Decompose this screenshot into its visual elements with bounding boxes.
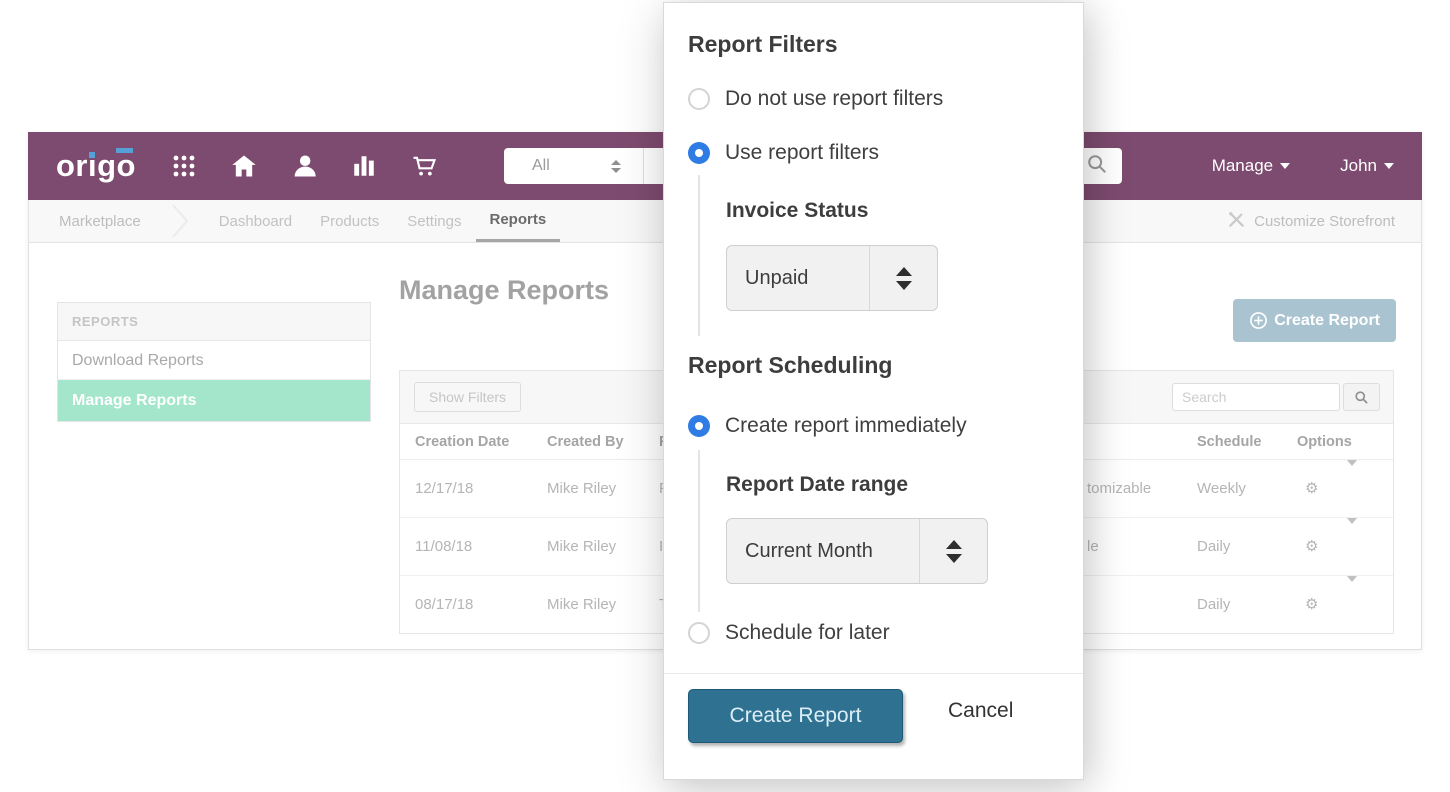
table-search-group [1172, 383, 1380, 411]
cell-created-by: Mike Riley [547, 538, 617, 555]
table-row[interactable]: 08/17/18 Mike Riley T Daily ⚙ [400, 576, 1393, 634]
chevron-down-icon[interactable] [1347, 576, 1357, 582]
tab-dashboard[interactable]: Dashboard [218, 212, 293, 230]
top-nav: Dashboard Products Settings Reports [205, 200, 561, 242]
search-icon[interactable] [1086, 153, 1108, 180]
tab-reports[interactable]: Reports [475, 200, 561, 242]
col-header-creation-date: Creation Date [415, 434, 510, 450]
table-row[interactable]: 12/17/18 Mike Riley F tomizable Weekly ⚙ [400, 460, 1393, 518]
chevron-down-icon [1280, 163, 1291, 169]
logo-blue-macron [116, 148, 133, 153]
cell-schedule: Daily [1197, 538, 1231, 555]
users-icon[interactable] [290, 152, 318, 180]
header-menus: Manage John [1212, 132, 1394, 200]
chevron-down-icon[interactable] [1347, 460, 1357, 466]
logo-blue-dot [89, 152, 95, 158]
manage-menu-label: Manage [1211, 156, 1274, 175]
breadcrumb-chevron-icon [169, 200, 191, 242]
search-scope-value: All [532, 157, 550, 174]
user-menu[interactable]: John [1340, 156, 1394, 176]
report-scheduling-title: Report Scheduling [688, 352, 893, 378]
cell-creation-date: 08/17/18 [415, 596, 474, 613]
chevron-down-icon [1384, 163, 1394, 169]
report-date-range-select[interactable]: Current Month [726, 518, 988, 584]
cell-clipped-text: le [1087, 538, 1099, 555]
radio-option-do-not-use-filters[interactable]: Do not use report filters [688, 87, 943, 111]
bar-chart-icon[interactable] [350, 152, 378, 180]
col-header-created-by: Created By [547, 434, 624, 450]
invoice-status-select[interactable]: Unpaid [726, 245, 938, 311]
report-date-range-value: Current Month [745, 539, 873, 562]
radio-option-use-filters[interactable]: Use report filters [688, 141, 879, 165]
table-search-button[interactable] [1343, 383, 1380, 411]
cell-schedule: Daily [1197, 596, 1231, 613]
radio-selected-icon[interactable] [688, 415, 710, 437]
select-arrows-icon [919, 519, 987, 583]
cart-icon[interactable] [410, 152, 438, 180]
cell-creation-date: 11/08/18 [415, 538, 473, 555]
tools-icon [1227, 210, 1246, 233]
sidebar-item-manage-reports[interactable]: Manage Reports [58, 380, 370, 421]
gear-icon[interactable]: ⚙ [1305, 480, 1319, 497]
cell-schedule: Weekly [1197, 480, 1246, 497]
report-filters-title: Report Filters [688, 31, 838, 57]
cell-created-by: Mike Riley [547, 596, 617, 613]
table-search-input[interactable] [1172, 383, 1340, 411]
home-icon[interactable] [230, 152, 258, 180]
tab-settings[interactable]: Settings [407, 212, 462, 230]
select-arrows-icon [611, 159, 621, 173]
invoice-status-value: Unpaid [745, 266, 809, 289]
modal-footer-divider [664, 673, 1083, 674]
origo-logo-text: origo [56, 148, 136, 183]
sidebar-item-download-reports[interactable]: Download Reports [58, 341, 370, 380]
col-header-options: Options [1297, 434, 1352, 450]
user-menu-label: John [1340, 156, 1377, 175]
indent-line [698, 450, 700, 612]
radio-unselected-icon[interactable] [688, 88, 710, 110]
radio-option-schedule-later[interactable]: Schedule for later [688, 621, 890, 645]
reports-sidebar: REPORTS Download Reports Manage Reports [57, 302, 371, 422]
apps-grid-icon[interactable] [170, 152, 198, 180]
search-scope-select[interactable]: All [504, 148, 644, 184]
radio-selected-icon[interactable] [688, 142, 710, 164]
customize-storefront-link[interactable]: Customize Storefront [1227, 200, 1395, 242]
origo-logo[interactable]: origo [56, 148, 136, 184]
gear-icon[interactable]: ⚙ [1305, 596, 1319, 613]
cell-creation-date: 12/17/18 [415, 480, 474, 497]
tab-products[interactable]: Products [320, 212, 380, 230]
cell-created-by: Mike Riley [547, 480, 617, 497]
gear-icon[interactable]: ⚙ [1305, 538, 1319, 555]
cell-clipped-text: tomizable [1087, 480, 1152, 497]
modal-create-report-button[interactable]: Create Report [688, 689, 903, 743]
modal-cancel-button[interactable]: Cancel [948, 699, 1014, 722]
create-report-modal: Report Filters Do not use report filters… [663, 2, 1084, 780]
chevron-down-icon[interactable] [1347, 518, 1357, 524]
radio-label: Use report filters [725, 141, 880, 164]
col-header-schedule: Schedule [1197, 434, 1262, 450]
manage-menu[interactable]: Manage [1211, 156, 1291, 176]
radio-label: Schedule for later [725, 621, 890, 644]
breadcrumb[interactable]: Marketplace [59, 212, 141, 230]
indent-line [698, 175, 700, 336]
create-report-button-label: Create Report [1274, 311, 1380, 329]
page-title: Manage Reports [399, 275, 610, 305]
radio-label: Do not use report filters [725, 87, 944, 110]
radio-label: Create report immediately [725, 414, 967, 437]
radio-option-create-immediately[interactable]: Create report immediately [688, 414, 967, 438]
sidebar-section-title: REPORTS [58, 303, 370, 341]
invoice-status-label: Invoice Status [726, 199, 869, 222]
show-filters-button[interactable]: Show Filters [414, 382, 522, 412]
select-arrows-icon [869, 246, 937, 310]
plus-circle-icon [1249, 311, 1268, 330]
radio-unselected-icon[interactable] [688, 622, 710, 644]
create-report-button[interactable]: Create Report [1233, 299, 1396, 342]
header-icon-bar [170, 152, 438, 180]
report-date-range-label: Report Date range [726, 473, 909, 496]
customize-storefront-label: Customize Storefront [1254, 212, 1395, 230]
